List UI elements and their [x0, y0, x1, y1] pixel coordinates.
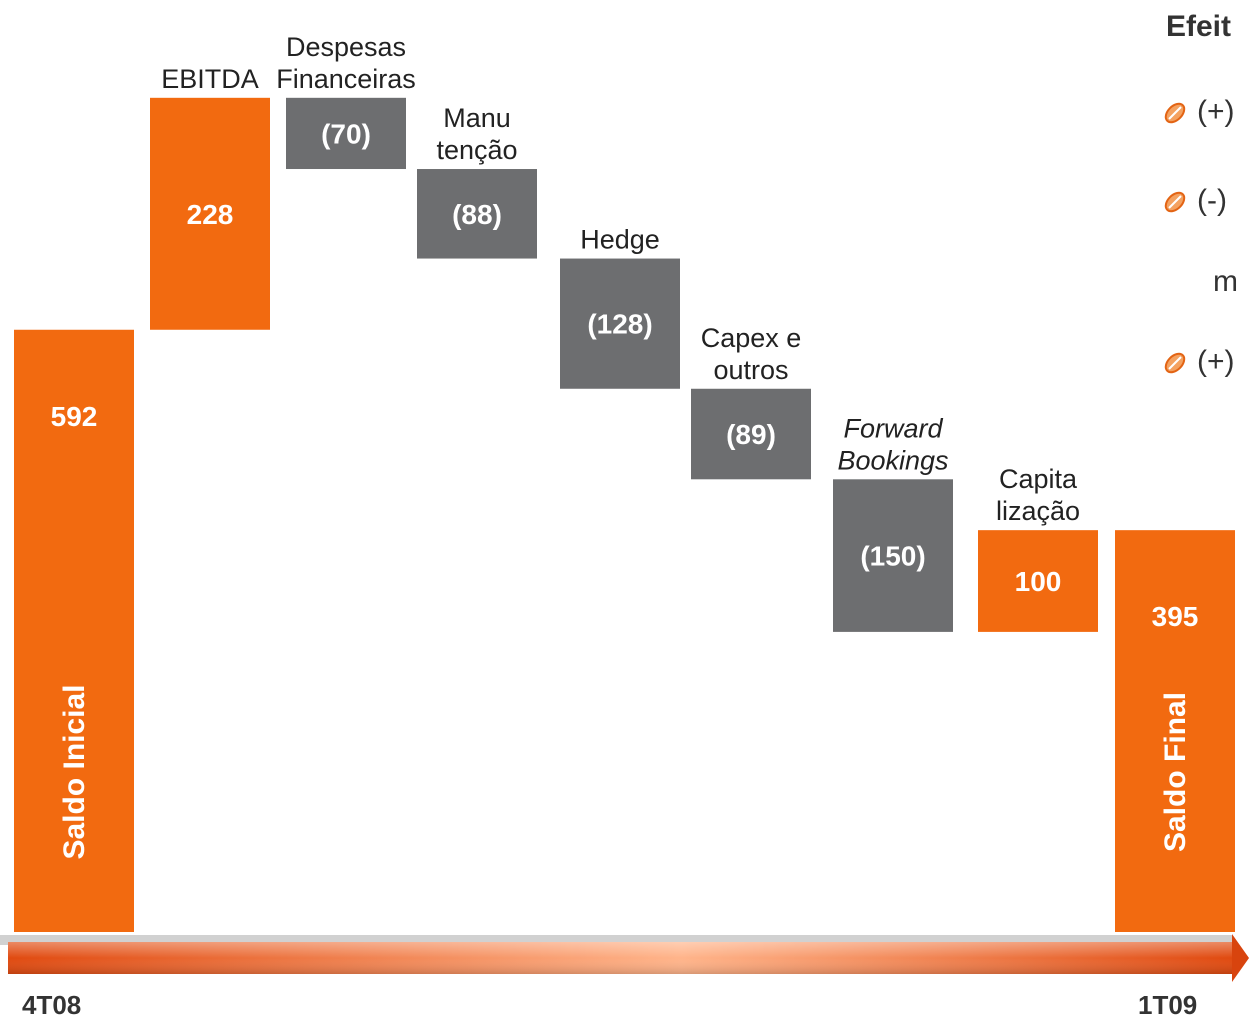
side-item-text: (+): [1197, 95, 1235, 128]
bar-category-label: Hedge: [580, 225, 660, 255]
bar-category-label: EBITDA: [161, 64, 259, 94]
bar-category-label: Bookings: [837, 445, 948, 475]
waterfall-bar: [560, 258, 680, 389]
bar-value-label: (150): [860, 541, 925, 572]
side-item: (+): [1163, 345, 1235, 379]
bar-category-label: Financeiras: [276, 64, 416, 94]
bar-category-label: lização: [996, 496, 1080, 526]
waterfall-bar: [691, 388, 811, 480]
waterfall-bar: [1115, 530, 1235, 932]
waterfall-bar: [150, 97, 270, 330]
side-item-text: (-): [1197, 184, 1227, 217]
side-item-continuation: m: [1213, 265, 1238, 298]
waterfall-bar: [833, 479, 953, 632]
bar-value-label: (128): [587, 309, 652, 340]
bar-value-label: (70): [321, 118, 371, 149]
waterfall-bar: [417, 169, 537, 259]
bar-category-label: tenção: [436, 135, 517, 165]
axis-end-label: 1T09: [1138, 990, 1198, 1020]
bar-value-label: 395: [1152, 601, 1199, 632]
timeline-axis: [0, 934, 1249, 982]
bullet-icon: [1163, 95, 1197, 129]
axis-start-label: 4T08: [22, 990, 82, 1020]
bullet-icon: [1163, 184, 1197, 218]
bar-value-label: (89): [726, 419, 776, 450]
bar-category-label: Despesas: [286, 32, 406, 62]
bar-category-label: outros: [713, 355, 788, 385]
bar-category-label: Saldo Final: [1159, 692, 1192, 852]
bar-category-label: Forward: [843, 413, 943, 443]
bar-category-label: Capex e: [701, 323, 802, 353]
axis-arrow-icon: [1232, 934, 1249, 982]
side-item: (+): [1163, 95, 1235, 129]
waterfall-bar: [286, 97, 406, 170]
bullet-icon: [1163, 345, 1197, 379]
side-item: (-): [1163, 184, 1227, 218]
waterfall-bar: [978, 530, 1098, 632]
bar-value-label: 592: [51, 401, 98, 432]
waterfall-bar: [14, 329, 134, 932]
bar-category-label: Manu: [443, 103, 511, 133]
bar-category-label: Saldo Inicial: [58, 684, 91, 859]
bar-category-label: Capita: [999, 464, 1078, 494]
bar-value-label: (88): [452, 199, 502, 230]
side-item-text: (+): [1197, 345, 1235, 378]
bar-value-label: 228: [187, 199, 234, 230]
side-panel-title: Efeit: [1166, 10, 1232, 43]
bar-value-label: 100: [1015, 566, 1062, 597]
